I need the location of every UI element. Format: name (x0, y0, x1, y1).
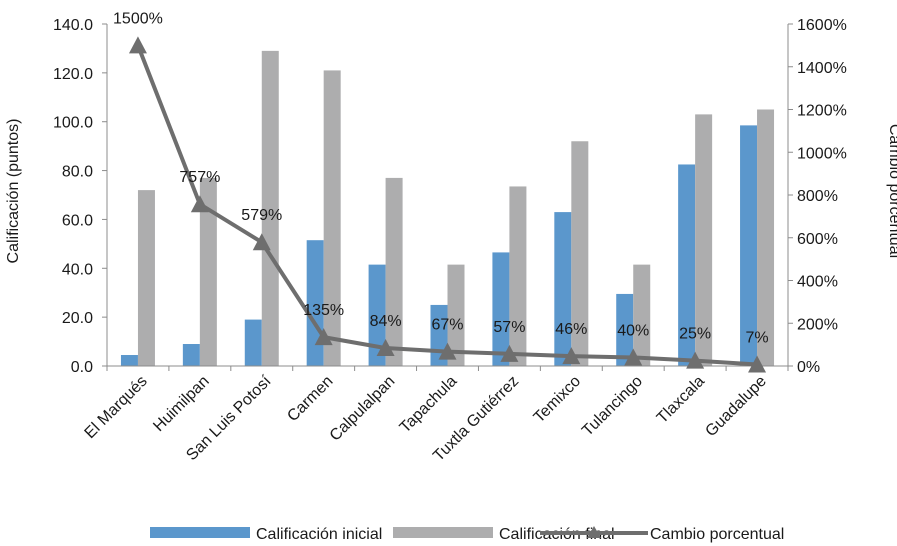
y-tick-label: 80.0 (62, 164, 93, 181)
bar-initial (492, 252, 510, 366)
x-tick-label: Huimilpan (150, 373, 212, 435)
x-tick-label: Tlaxcala (654, 373, 708, 427)
bar-initial (368, 264, 386, 366)
bar-initial (554, 212, 572, 366)
bar-final (695, 114, 713, 366)
x-tick-label: Calpulalpan (327, 373, 399, 445)
bar-final (447, 264, 465, 366)
y2-tick-label: 200% (797, 316, 838, 333)
legend-marker-change (587, 526, 601, 538)
bar-final (323, 70, 341, 367)
y-axis-title: Calificación (puntos) (5, 119, 22, 264)
point-change (252, 233, 271, 251)
x-tick-label: Carmen (284, 373, 336, 425)
data-label-change: 1500% (113, 10, 163, 27)
bar-initial (616, 293, 634, 366)
bar-initial (678, 164, 696, 366)
x-tick-label: Tapachula (397, 373, 461, 437)
y2-tick-label: 0% (797, 359, 820, 376)
x-tick-label: El Marqués (82, 373, 151, 442)
point-change (438, 342, 457, 360)
legend-label-change: Cambio porcentual (650, 526, 784, 543)
point-change (562, 347, 581, 365)
point-change (686, 351, 705, 369)
data-label-change: 46% (555, 321, 587, 338)
point-change (500, 344, 519, 362)
data-label-change: 7% (745, 330, 768, 347)
bar-initial (740, 125, 758, 366)
data-label-change: 25% (679, 326, 711, 343)
bar-final (633, 264, 651, 366)
data-label-change: 135% (303, 302, 344, 319)
x-tick-label: Temixco (531, 373, 585, 427)
point-change (376, 339, 395, 357)
data-label-change: 757% (179, 169, 220, 186)
bar-final (199, 177, 217, 366)
bar-initial (244, 319, 262, 366)
data-label-change: 84% (370, 313, 402, 330)
bar-final (571, 141, 589, 366)
y-tick-label: 40.0 (62, 261, 93, 278)
data-label-change: 57% (493, 319, 525, 336)
data-label-change: 67% (431, 317, 463, 334)
x-tick-label: Guadalupe (702, 373, 769, 440)
y2-axis-title: Cambio porcentual (886, 124, 897, 258)
data-label-change: 579% (241, 207, 282, 224)
y2-tick-label: 600% (797, 231, 838, 248)
y-tick-label: 120.0 (53, 66, 93, 83)
bar-final (757, 109, 775, 366)
point-change (314, 328, 333, 346)
y2-tick-label: 1400% (797, 60, 847, 77)
x-tick-label: Tulancingo (579, 373, 646, 440)
y-tick-label: 100.0 (53, 115, 93, 132)
bar-initial (120, 355, 138, 366)
point-change (190, 195, 209, 213)
bar-final (509, 186, 527, 366)
y-tick-label: 140.0 (53, 17, 93, 34)
y2-tick-label: 1600% (797, 17, 847, 34)
y-tick-label: 60.0 (62, 212, 93, 229)
y-tick-label: 0.0 (71, 359, 93, 376)
legend: Calificación inicial Calificación final … (150, 526, 784, 543)
point-change (128, 36, 147, 54)
data-label-change: 40% (617, 322, 649, 339)
bar-initial (182, 344, 200, 366)
bar-final (385, 177, 403, 366)
legend-swatch-final (393, 527, 493, 538)
point-change (624, 348, 643, 366)
y2-tick-label: 1000% (797, 145, 847, 162)
y2-tick-label: 400% (797, 274, 838, 291)
bars-layer (120, 50, 775, 367)
line-layer: 1500% 757% 579% 135% 84% 67% 57% 46% 40% 25% 7% (113, 10, 769, 373)
y2-tick-label: 800% (797, 188, 838, 205)
bar-final (261, 50, 279, 366)
axes-layer: 0.0 20.0 40.0 60.0 80.0 100.0 120.0 140.0 0% 200%… (53, 17, 847, 465)
point-change (748, 355, 767, 373)
y2-tick-label: 1200% (797, 103, 847, 120)
y-tick-label: 20.0 (62, 310, 93, 327)
legend-swatch-initial (150, 527, 250, 538)
bar-initial (306, 240, 324, 366)
legend-label-initial: Calificación inicial (256, 526, 382, 543)
bar-final (137, 190, 155, 366)
